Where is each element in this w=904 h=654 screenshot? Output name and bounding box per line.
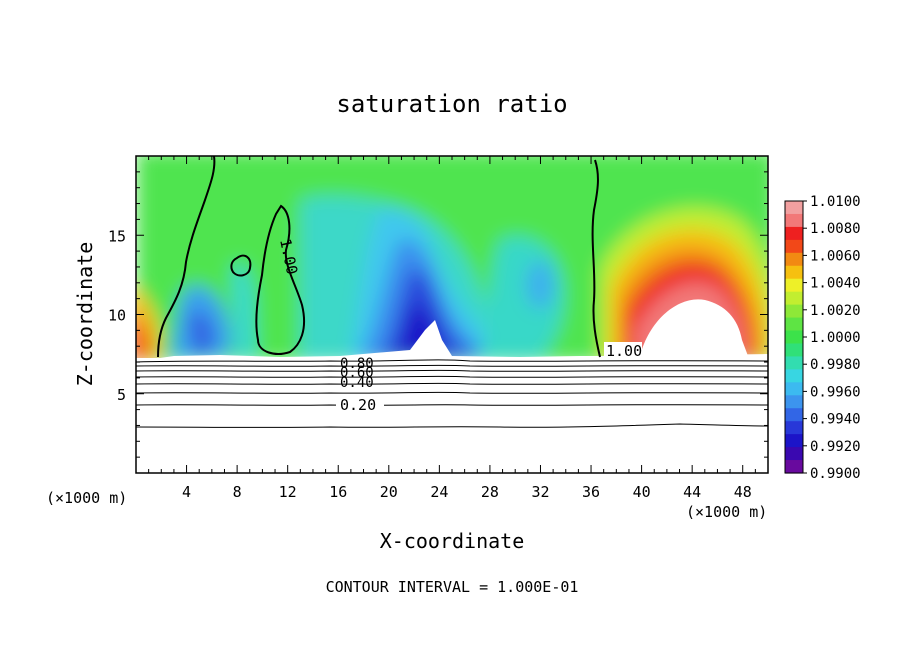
contour-0.40	[135, 382, 769, 385]
x-unit-label: (×1000 m)	[686, 503, 767, 521]
colorbar-swatch	[785, 330, 803, 345]
z-unit-label: (×1000 m)	[46, 489, 127, 507]
colorbar-swatch	[785, 252, 803, 267]
contour-0.30	[135, 391, 769, 394]
contour-labels: 1.00 1.00 0.80 0.60 0.40 0.20	[276, 237, 642, 414]
colorbar-swatch	[785, 408, 803, 422]
y-axis: 5 10 15	[108, 171, 768, 458]
chart-title: saturation ratio	[336, 90, 567, 118]
colorbar-swatch	[785, 421, 803, 435]
x-tick-label: 40	[633, 483, 651, 501]
colorbar-swatch	[785, 304, 803, 319]
colorbar: 1.0100 1.0080 1.0060 1.0040 1.0020 1.0000 0.99…	[784, 194, 861, 482]
colorbar-label: 0.9980	[810, 357, 861, 373]
colorbar-label: 1.0020	[810, 303, 861, 319]
y-tick-label: 10	[108, 307, 126, 325]
contour-1.00-left	[157, 155, 216, 358]
colorbar-swatch	[785, 278, 803, 293]
contour-0.80	[135, 359, 769, 363]
x-axis: 4 8 12 16 20 24 28 32 36 40 44 48	[148, 156, 756, 501]
colorbar-swatch	[785, 291, 803, 306]
colorbar-label: 1.0060	[810, 248, 861, 264]
x-tick-label: 44	[683, 483, 701, 501]
colorbar-label: 0.9920	[810, 439, 861, 455]
x-tick-label: 16	[329, 483, 347, 501]
colorbar-label: 1.0100	[810, 194, 861, 210]
colorbar-swatch	[785, 239, 803, 254]
x-tick-label: 12	[279, 483, 297, 501]
contour-1.00-island	[255, 204, 306, 355]
x-tick-label: 28	[481, 483, 499, 501]
x-tick-label: 32	[531, 483, 549, 501]
y-tick-label: 15	[108, 227, 126, 245]
colorbar-swatch	[785, 395, 803, 409]
colorbar-label: 0.9960	[810, 384, 861, 400]
colorbar-label: 1.0080	[810, 221, 861, 237]
contour-label-0.60: 0.60	[340, 365, 374, 381]
colorbar-swatch	[785, 447, 803, 461]
colorbar-swatch	[785, 434, 803, 448]
colorbar-swatch	[785, 213, 803, 228]
colorbar-swatch	[785, 369, 803, 383]
colorbar-swatch	[785, 460, 803, 474]
colorbar-label: 0.9940	[810, 412, 861, 428]
x-tick-label: 36	[582, 483, 600, 501]
contour-0.60	[135, 369, 769, 372]
x-tick-label: 20	[380, 483, 398, 501]
y-axis-title: Z-coordinate	[73, 242, 97, 387]
contour-1.00-small	[230, 254, 252, 277]
contour-1.00-right	[591, 159, 601, 358]
contour-label-1.00-right: 1.00	[606, 342, 642, 360]
colorbar-swatch	[785, 201, 803, 215]
colorbar-swatch	[785, 317, 803, 332]
contour-0.10	[135, 423, 769, 428]
colorbar-swatch	[785, 356, 803, 370]
saturation-field	[136, 156, 768, 473]
contour-0.20	[135, 404, 769, 406]
colorbar-label: 0.9900	[810, 466, 861, 482]
colorbar-swatch	[785, 382, 803, 396]
contour-0.70	[135, 364, 769, 367]
colorbar-swatch	[785, 343, 803, 358]
contour-label-0.20: 0.20	[340, 396, 376, 414]
x-tick-label: 8	[233, 483, 242, 501]
x-tick-label: 24	[430, 483, 448, 501]
contours	[135, 155, 769, 428]
contour-label-0.40: 0.40	[340, 375, 374, 391]
contour-label-0.80: 0.80	[340, 356, 374, 372]
y-tick-label: 5	[117, 386, 126, 404]
colorbar-swatch	[785, 226, 803, 241]
x-axis-title: X-coordinate	[380, 529, 525, 553]
x-tick-label: 48	[734, 483, 752, 501]
colorbar-swatch	[785, 265, 803, 280]
colorbar-label: 1.0040	[810, 276, 861, 292]
contour-interval-note: CONTOUR INTERVAL = 1.000E-01	[326, 578, 579, 596]
colorbar-label: 1.0000	[810, 330, 861, 346]
contour-0.50	[135, 375, 769, 378]
x-tick-label: 4	[182, 483, 191, 501]
